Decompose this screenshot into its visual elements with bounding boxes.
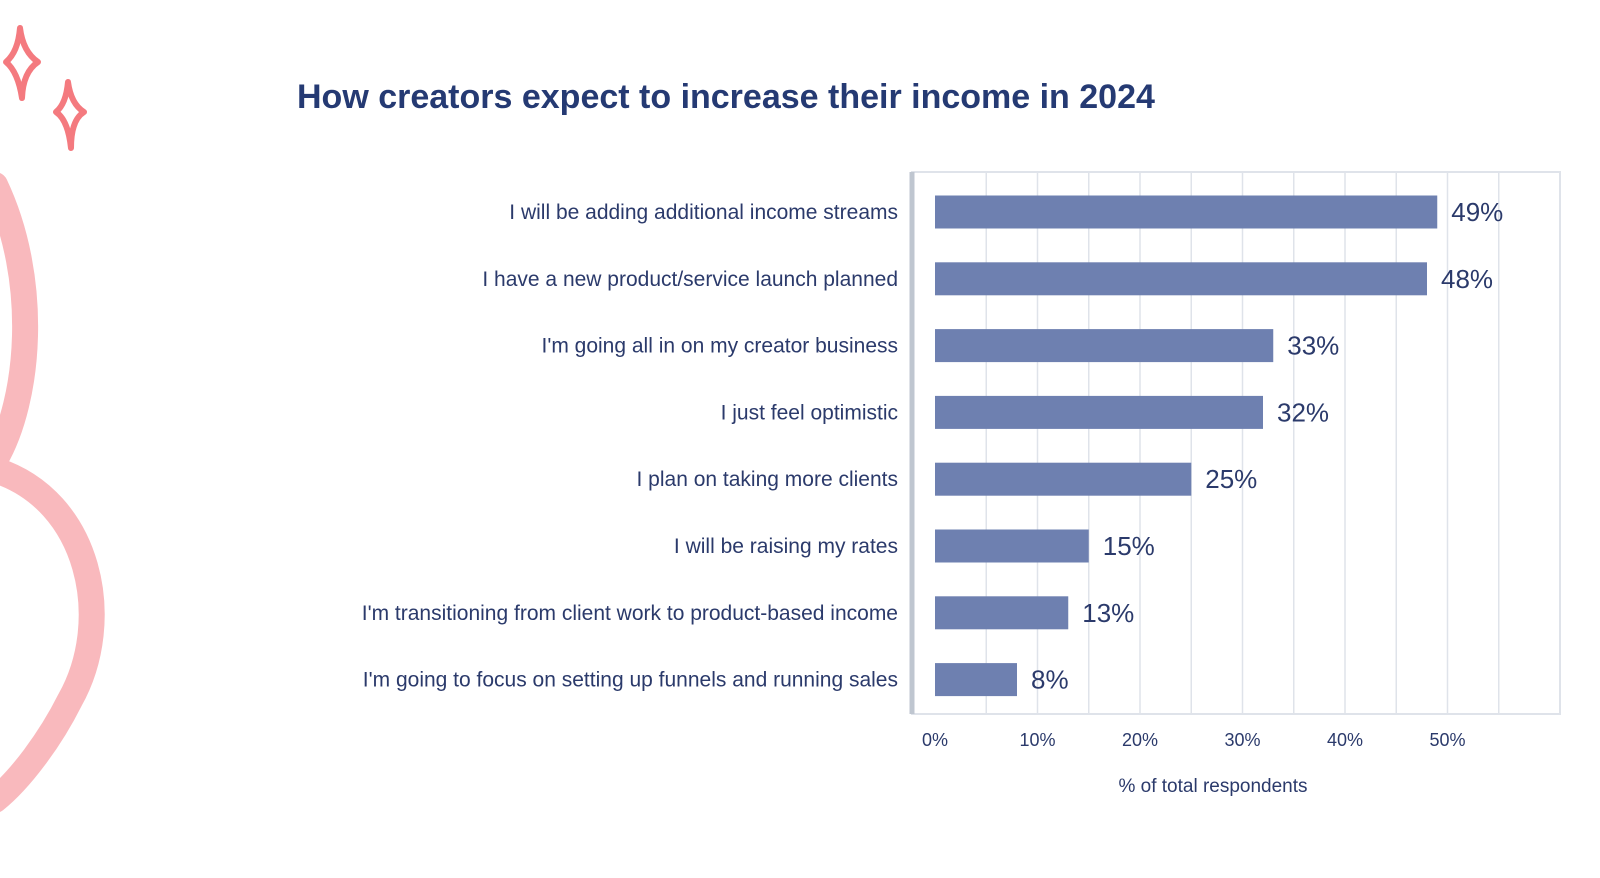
category-label: I will be raising my rates bbox=[674, 535, 898, 558]
bar bbox=[935, 529, 1089, 563]
value-label: 13% bbox=[1082, 598, 1134, 628]
x-axis-label: % of total respondents bbox=[1118, 776, 1307, 797]
value-label: 32% bbox=[1277, 397, 1329, 427]
x-tick-label: 40% bbox=[1327, 730, 1363, 750]
decoration-layer bbox=[0, 25, 105, 812]
x-tick-label: 50% bbox=[1429, 730, 1465, 750]
bar bbox=[935, 462, 1192, 496]
plot-frame bbox=[911, 171, 1561, 715]
sparkle-icon bbox=[3, 25, 41, 101]
bar bbox=[935, 262, 1427, 296]
sparkle-icon bbox=[53, 79, 87, 151]
bar bbox=[935, 195, 1438, 229]
category-label: I have a new product/service launch plan… bbox=[482, 268, 898, 291]
x-tick-label: 20% bbox=[1122, 730, 1158, 750]
swirl-shape bbox=[0, 173, 105, 812]
bar bbox=[935, 329, 1274, 363]
value-label: 25% bbox=[1205, 464, 1257, 494]
category-label: I'm going all in on my creator business bbox=[541, 335, 898, 358]
bar bbox=[935, 395, 1263, 429]
value-label: 15% bbox=[1103, 531, 1155, 561]
chart-title: How creators expect to increase their in… bbox=[297, 78, 1155, 116]
category-label: I just feel optimistic bbox=[721, 401, 898, 424]
category-label: I will be adding additional income strea… bbox=[509, 201, 898, 224]
bar bbox=[935, 596, 1069, 630]
category-label: I plan on taking more clients bbox=[637, 468, 898, 491]
x-tick-label: 0% bbox=[922, 730, 948, 750]
category-label: I'm going to focus on setting up funnels… bbox=[363, 669, 898, 692]
value-label: 49% bbox=[1451, 197, 1503, 227]
value-label: 48% bbox=[1441, 264, 1493, 294]
value-label: 33% bbox=[1287, 331, 1339, 361]
x-tick-label: 30% bbox=[1224, 730, 1260, 750]
bar bbox=[935, 663, 1017, 697]
x-tick-label: 10% bbox=[1019, 730, 1055, 750]
value-label: 8% bbox=[1031, 665, 1069, 695]
category-label: I'm transitioning from client work to pr… bbox=[362, 602, 898, 625]
